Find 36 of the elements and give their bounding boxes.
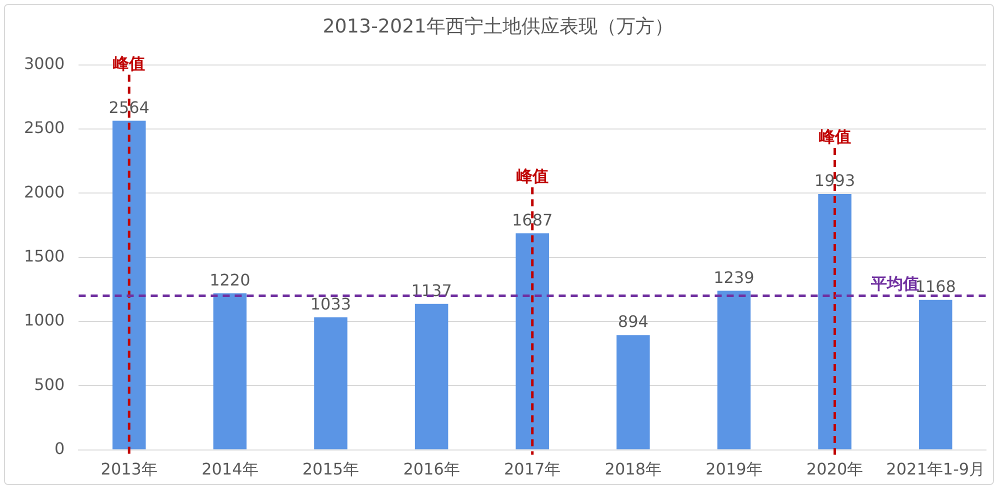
bar [717,290,751,450]
y-tick-label: 2000 [24,182,65,202]
x-tick-label: 2017年 [504,460,561,479]
bar [818,194,852,450]
ref-line-label: 峰值 [818,127,851,146]
data-label: 894 [618,312,648,332]
data-label: 2564 [108,98,150,117]
bar [918,300,952,450]
x-tick-label: 2016年 [403,460,460,479]
chart-title: 2013-2021年西宁土地供应表现（万方） [322,15,674,38]
y-tick-label: 3000 [24,54,65,73]
x-tick-label: 2015年 [302,460,360,479]
ref-line-label: 峰值 [113,54,146,73]
y-tick-label: 2500 [24,118,65,138]
data-label: 1687 [512,210,553,230]
bar [616,335,650,450]
data-label: 1993 [814,171,856,190]
y-tick-label: 0 [54,438,65,458]
bar [213,293,247,450]
y-tick-label: 1000 [24,310,65,330]
bar [314,317,348,450]
bar [516,233,549,450]
data-label: 1239 [714,268,754,287]
x-tick-label: 2013年 [100,460,158,479]
x-tick-label: 2020年 [806,460,864,479]
y-tick-label: 1500 [24,246,65,266]
x-tick-label: 2021年1-9月 [886,460,986,479]
bar [112,120,146,450]
y-tick-label: 500 [34,374,65,394]
data-label: 1220 [210,270,250,290]
bar [414,304,448,450]
ref-line-label: 峰值 [516,166,548,186]
x-tick-label: 2014年 [202,460,258,479]
x-tick-label: 2019年 [706,460,762,479]
data-label: 1033 [310,294,352,314]
x-tick-label: 2018年 [604,460,662,479]
